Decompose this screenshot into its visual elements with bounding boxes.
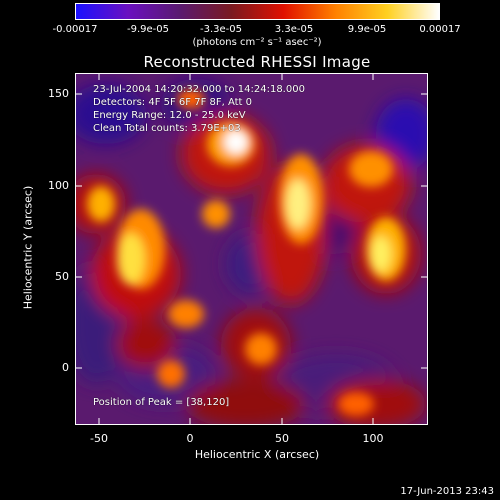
annotation-clean: Clean Total counts: 3.79E+03: [93, 123, 241, 134]
y-axis-label: Heliocentric Y (arcsec): [21, 185, 35, 310]
colorbar: [75, 3, 440, 20]
x-tick-label: 0: [186, 432, 194, 445]
x-tick-label: -50: [90, 432, 108, 445]
y-tick-label: 0: [62, 361, 69, 374]
annotation-detectors: Detectors: 4F 5F 6F 7F 8F, Att 0: [93, 97, 253, 108]
annotation-time-range: 23-Jul-2004 14:20:32.000 to 14:24:18.000: [93, 84, 305, 95]
rhessi-image-map: [76, 74, 427, 424]
rhessi-image: 23-Jul-2004 14:20:32.000 to 14:24:18.000…: [75, 73, 428, 425]
image-title: Reconstructed RHESSI Image: [143, 53, 371, 71]
x-axis-label: Heliocentric X (arcsec): [194, 448, 320, 461]
footer-timestamp: 17-Jun-2013 23:43: [400, 486, 494, 497]
colorbar-tick: -9.9e-05: [127, 24, 169, 35]
y-tick-label: 50: [55, 270, 69, 283]
annotation-peak-position: Position of Peak = [38,120]: [93, 397, 230, 408]
colorbar-tick: 9.9e-05: [347, 24, 387, 35]
colorbar-units: (photons cm⁻² s⁻¹ asec⁻²): [192, 37, 322, 48]
colorbar-tick: -0.00017: [52, 24, 98, 35]
y-tick-label: 150: [48, 87, 69, 100]
y-tick-label: 100: [48, 179, 69, 192]
colorbar-tick: -3.3e-05: [200, 24, 242, 35]
x-tick-label: 100: [362, 432, 384, 445]
annotation-energy-range: Energy Range: 12.0 - 25.0 keV: [93, 110, 246, 121]
x-tick-label: 50: [275, 432, 289, 445]
colorbar-tick: 3.3e-05: [274, 24, 314, 35]
colorbar-tick: 0.00017: [419, 24, 461, 35]
